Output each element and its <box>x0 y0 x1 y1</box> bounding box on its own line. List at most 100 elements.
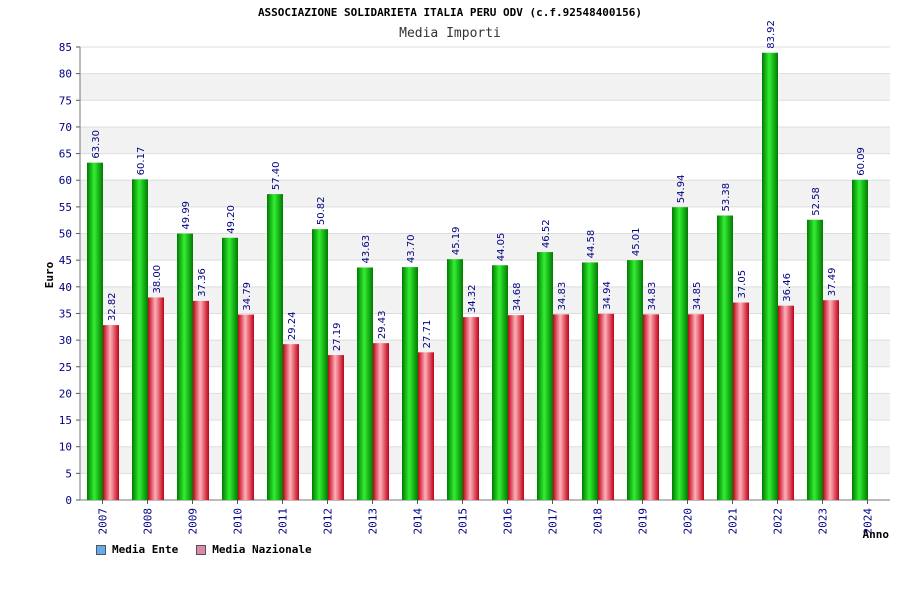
bar-media-ente <box>717 215 733 501</box>
x-tick-label: 2013 <box>367 508 380 535</box>
grid-band <box>80 47 890 74</box>
data-label: 49.20 <box>226 205 237 234</box>
grid-band <box>80 313 890 341</box>
y-tick-label: 5 <box>65 467 72 480</box>
data-label: 49.99 <box>181 201 192 230</box>
y-tick-label: 20 <box>59 387 72 400</box>
data-label: 36.46 <box>782 273 793 302</box>
data-label: 27.19 <box>332 322 343 351</box>
y-tick-label: 65 <box>59 148 72 161</box>
bar-media-ente <box>537 252 553 500</box>
x-tick-label: 2011 <box>277 508 290 535</box>
bar-media-ente <box>87 162 103 500</box>
bar-media-nazionale <box>373 343 389 500</box>
x-tick-label: 2009 <box>187 508 200 535</box>
grid-band <box>80 126 890 154</box>
data-label: 34.85 <box>692 282 703 311</box>
x-tick-label: 2022 <box>772 508 785 535</box>
legend-label-media-ente: Media Ente <box>112 543 179 556</box>
bar-media-ente <box>222 237 238 500</box>
data-label: 57.40 <box>271 161 282 190</box>
x-tick-label: 2019 <box>637 508 650 535</box>
y-tick-label: 75 <box>59 94 72 107</box>
data-label: 34.94 <box>602 281 613 310</box>
grid-band <box>80 366 890 394</box>
x-tick-label: 2012 <box>322 508 335 535</box>
bar-media-ente <box>267 194 283 500</box>
bar-media-ente <box>492 265 508 500</box>
legend: Media Ente Media Nazionale <box>96 543 312 556</box>
bar-media-nazionale <box>598 313 614 500</box>
data-label: 32.82 <box>107 292 118 321</box>
data-label: 37.49 <box>827 268 838 297</box>
grid-band <box>80 233 890 261</box>
y-tick-label: 10 <box>59 441 72 454</box>
bar-media-nazionale <box>238 314 254 500</box>
grid-band <box>80 473 890 500</box>
data-label: 38.00 <box>152 265 163 294</box>
x-tick-label: 2007 <box>97 508 110 535</box>
x-tick-label: 2023 <box>817 508 830 535</box>
bar-media-nazionale <box>823 300 839 500</box>
bar-media-ente <box>807 219 823 500</box>
bar-media-nazionale <box>193 300 209 500</box>
y-tick-label: 35 <box>59 307 72 320</box>
data-label: 43.63 <box>361 235 372 264</box>
bar-media-nazionale <box>103 325 119 500</box>
data-label: 37.36 <box>197 268 208 297</box>
x-axis-title: Anno <box>863 528 890 541</box>
bar-media-ente <box>447 259 463 500</box>
bar-media-nazionale <box>688 314 704 500</box>
bar-media-nazionale <box>778 305 794 500</box>
grid-band <box>80 393 890 421</box>
bar-media-ente <box>852 179 868 500</box>
y-tick-label: 0 <box>65 494 72 507</box>
bar-media-nazionale <box>463 317 479 500</box>
y-tick-label: 50 <box>59 228 72 241</box>
y-tick-label: 85 <box>59 41 72 54</box>
data-label: 60.17 <box>136 147 147 176</box>
y-tick-label: 55 <box>59 201 72 214</box>
data-label: 46.52 <box>541 219 552 248</box>
bar-media-nazionale <box>328 355 344 500</box>
y-tick-label: 70 <box>59 121 72 134</box>
chart-subtitle: Media Importi <box>399 26 501 41</box>
data-label: 52.58 <box>811 187 822 216</box>
grid-band <box>80 100 890 127</box>
bar-media-ente <box>672 207 688 500</box>
chart-title: ASSOCIAZIONE SOLIDARIETA ITALIA PERU ODV… <box>257 6 643 19</box>
data-label: 34.32 <box>467 284 478 313</box>
grid-band <box>80 206 890 234</box>
data-label: 50.82 <box>316 197 327 226</box>
y-tick-label: 30 <box>59 334 72 347</box>
bar-media-nazionale <box>643 314 659 500</box>
x-tick-label: 2010 <box>232 508 245 535</box>
data-label: 43.70 <box>406 234 417 263</box>
x-tick-label: 2017 <box>547 508 560 535</box>
legend-item-media-ente: Media Ente <box>96 543 178 556</box>
x-tick-label: 2016 <box>502 508 515 535</box>
data-label: 29.43 <box>377 311 388 340</box>
bar-media-ente <box>762 52 778 500</box>
x-tick-label: 2015 <box>457 508 470 535</box>
bar-media-ente <box>132 179 148 501</box>
bar-media-ente <box>357 267 373 500</box>
data-label: 34.79 <box>242 282 253 311</box>
x-tick-label: 2014 <box>412 508 425 535</box>
bar-media-nazionale <box>283 344 299 500</box>
data-label: 53.38 <box>721 183 732 212</box>
bar-media-nazionale <box>508 315 524 500</box>
data-label: 37.05 <box>737 270 748 299</box>
x-tick-label: 2008 <box>142 508 155 535</box>
y-tick-label: 45 <box>59 254 72 267</box>
grid-band <box>80 260 890 287</box>
y-tick-label: 60 <box>59 174 72 187</box>
data-label: 29.24 <box>287 312 298 341</box>
data-label: 34.83 <box>557 282 568 311</box>
bar-media-ente <box>177 233 193 500</box>
bar-media-nazionale <box>733 302 749 500</box>
data-label: 83.92 <box>766 20 777 49</box>
y-axis-title: Euro <box>43 261 56 288</box>
x-tick-label: 2018 <box>592 508 605 535</box>
bar-media-ente <box>402 267 418 500</box>
